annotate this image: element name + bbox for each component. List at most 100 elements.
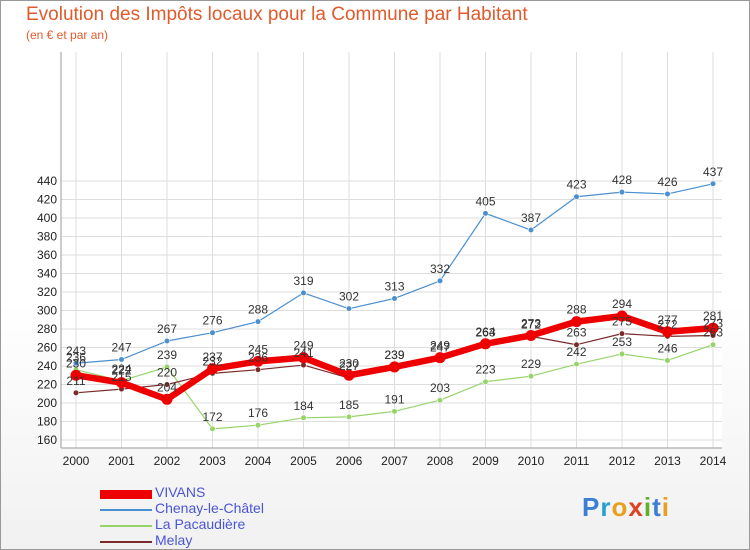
data-label: 423 (566, 178, 586, 192)
data-point (480, 338, 491, 350)
data-point (389, 361, 400, 373)
data-point (664, 190, 671, 198)
x-tick-label: 2012 (609, 454, 636, 468)
x-tick-label: 2009 (472, 454, 499, 468)
data-point (391, 295, 398, 302)
y-tick-label: 440 (37, 174, 57, 188)
data-label: 277 (657, 313, 677, 327)
chart-title: Evolution des Impôts locaux pour la Comm… (26, 4, 528, 25)
data-label: 239 (384, 348, 404, 362)
data-label: 247 (111, 341, 131, 355)
data-point (573, 341, 580, 348)
data-point (343, 369, 355, 381)
data-point (252, 355, 264, 367)
data-point (525, 329, 537, 341)
data-label: 229 (521, 357, 541, 371)
data-label: 267 (157, 322, 177, 336)
data-label: 239 (384, 348, 404, 362)
data-point (298, 352, 309, 364)
logo-letter: o (611, 492, 629, 522)
x-tick-label: 2001 (108, 454, 135, 468)
y-tick-label: 420 (37, 193, 57, 207)
data-point (345, 413, 353, 420)
legend-label: Chenay-le-Châtel (155, 500, 264, 516)
data-point (436, 277, 444, 285)
data-point (527, 373, 535, 380)
data-point (664, 357, 671, 364)
data-point (436, 397, 444, 404)
proxiti-logo: Proxiti (582, 492, 670, 523)
data-label: 263 (566, 326, 586, 340)
data-point (116, 377, 127, 389)
data-label: 203 (430, 381, 450, 395)
data-label: 230 (66, 356, 86, 370)
legend-swatch (100, 509, 152, 511)
y-tick-label: 340 (37, 267, 57, 281)
x-tick-label: 2005 (290, 454, 317, 468)
data-label: 215 (111, 370, 131, 384)
data-label: 247 (430, 341, 450, 355)
data-point (300, 414, 307, 421)
data-point (254, 422, 262, 429)
data-label: 243 (66, 344, 86, 358)
data-point (207, 363, 218, 375)
x-tick-label: 2014 (700, 454, 727, 468)
data-point (391, 408, 398, 415)
logo-letter: t (652, 492, 662, 522)
x-tick-label: 2004 (245, 454, 272, 468)
data-label: 272 (657, 317, 677, 331)
data-label: 387 (521, 211, 541, 225)
data-label: 184 (293, 399, 313, 413)
data-label: 272 (521, 317, 541, 331)
data-label: 263 (703, 326, 723, 340)
x-tick-label: 2000 (63, 454, 90, 468)
logo-letter: i (643, 492, 653, 522)
data-point (573, 193, 580, 200)
data-label: 245 (248, 342, 268, 356)
data-point (482, 210, 489, 217)
data-label: 224 (111, 362, 131, 376)
y-tick-label: 300 (37, 304, 57, 318)
data-label: 242 (566, 345, 586, 359)
data-point (254, 318, 262, 325)
y-tick-label: 400 (37, 211, 57, 225)
data-point (618, 350, 626, 358)
data-label: 236 (248, 351, 268, 365)
data-label: 288 (248, 303, 268, 317)
y-tick-label: 200 (37, 396, 57, 410)
data-point (345, 305, 353, 312)
logo-letter: x (628, 492, 644, 522)
data-point (434, 352, 446, 364)
x-tick-label: 2007 (381, 454, 408, 468)
data-label: 275 (612, 315, 632, 329)
data-label: 220 (157, 366, 177, 380)
data-label: 263 (475, 326, 495, 340)
legend-swatch (100, 489, 152, 499)
data-label: 281 (703, 309, 723, 323)
y-tick-label: 320 (37, 285, 57, 299)
data-label: 294 (612, 297, 632, 311)
y-tick-label: 220 (37, 378, 57, 392)
x-tick-label: 2006 (336, 454, 363, 468)
series-chenay-le-ch-tel (72, 180, 717, 367)
data-label: 302 (339, 290, 359, 304)
y-tick-label: 160 (37, 433, 57, 447)
logo-letter: i (661, 492, 670, 522)
data-label: 236 (66, 351, 86, 365)
data-label: 276 (202, 314, 222, 328)
data-label: 319 (293, 274, 313, 288)
data-label: 176 (248, 406, 268, 420)
data-point (209, 329, 216, 336)
data-label: 241 (293, 346, 313, 360)
data-point (163, 363, 171, 371)
logo-letter: r (600, 492, 612, 522)
data-point (72, 360, 80, 367)
data-label: 185 (339, 398, 359, 412)
data-label: 223 (475, 363, 495, 377)
data-point (662, 326, 673, 338)
chart-subtitle: (en € et par an) (26, 28, 109, 42)
data-label: 249 (430, 339, 450, 353)
legend-label: Melay (155, 532, 193, 548)
data-label: 222 (111, 364, 131, 378)
data-label: 313 (384, 279, 404, 293)
